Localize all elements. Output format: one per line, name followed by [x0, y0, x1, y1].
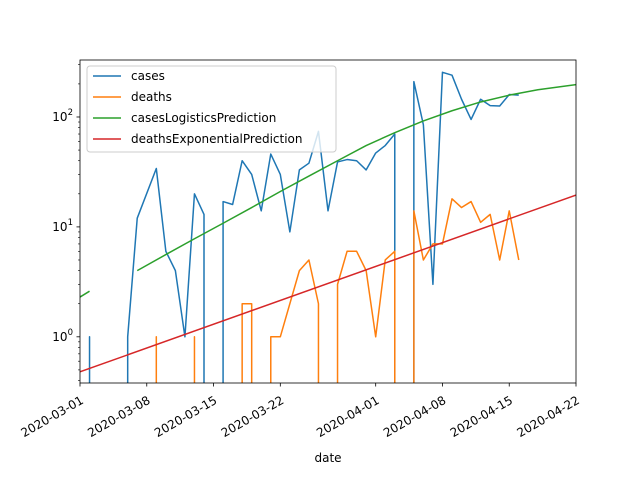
- x-tick-label: 2020-03-08: [85, 393, 152, 440]
- x-tick-label: 2020-03-15: [152, 393, 219, 440]
- legend-label-deaths: deaths: [131, 90, 172, 104]
- legend-label-cases-logistics-prediction: casesLogisticsPrediction: [131, 111, 276, 125]
- y-tick-label: 100: [52, 328, 73, 344]
- series-layer: [80, 71, 576, 383]
- x-axis: 2020-03-01 2020-03-08 2020-03-15 2020-03-22…: [18, 383, 582, 440]
- legend-label-deaths-exponential-prediction: deathsExponentialPrediction: [131, 132, 303, 146]
- y-axis: 100 101 102: [52, 64, 80, 381]
- plot-frame: [79, 59, 577, 384]
- x-tick-label: 2020-04-22: [514, 393, 581, 440]
- y-tick-label: 101: [52, 218, 73, 234]
- legend-box: [86, 65, 337, 153]
- series-line-deaths: [155, 198, 520, 383]
- x-tick-label: 2020-03-22: [219, 393, 286, 440]
- y-tick-label: 102: [52, 108, 73, 124]
- series-line-cases-logistics-prediction: [136, 83, 576, 272]
- legend: cases deaths casesLogisticsPrediction death…: [86, 65, 337, 153]
- x-axis-label: date: [314, 451, 341, 465]
- x-tick-label: 2020-04-15: [448, 393, 515, 440]
- series-line-deaths-exponential-prediction: [80, 194, 576, 373]
- x-tick-label: 2020-03-01: [18, 393, 85, 440]
- x-tick-label: 2020-04-08: [381, 393, 448, 440]
- series-line-cases-logistics-prediction: [80, 290, 90, 298]
- series-line-cases: [88, 71, 519, 383]
- x-tick-label: 2020-04-01: [314, 393, 381, 440]
- legend-label-cases: cases: [131, 69, 165, 83]
